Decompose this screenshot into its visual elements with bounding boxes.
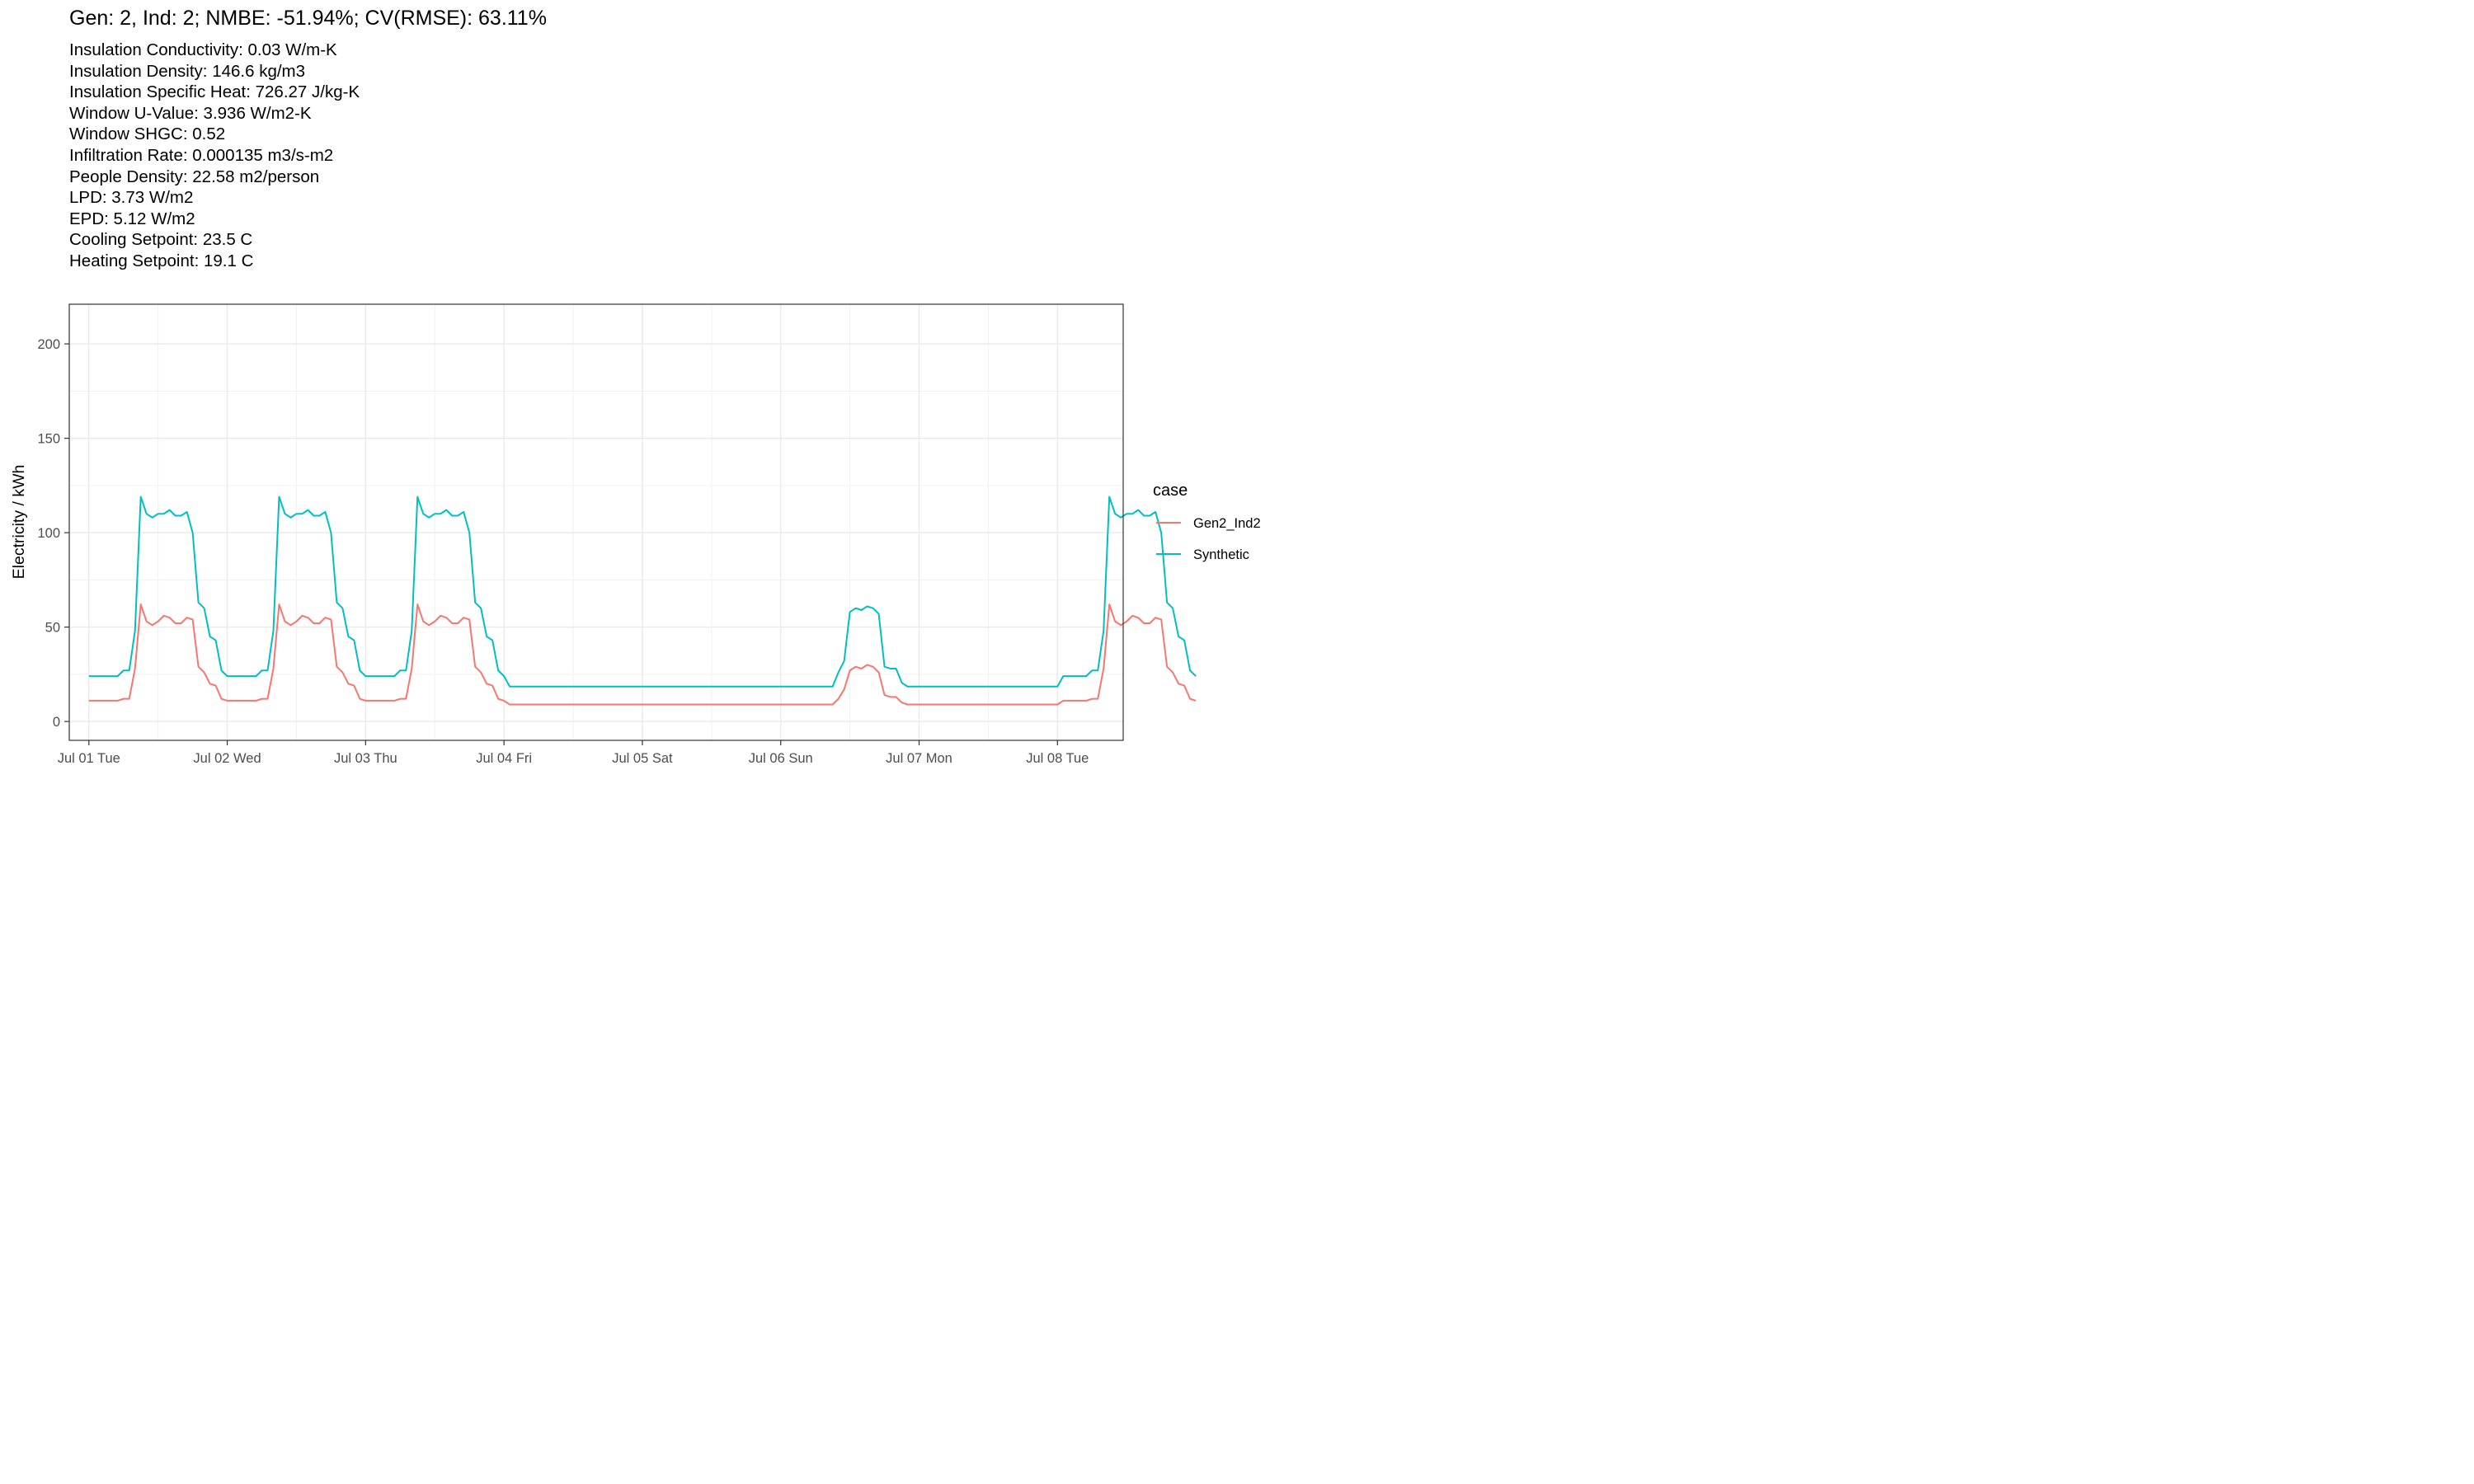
subtitle-line: LPD: 3.73 W/m2 [69,188,194,208]
x-tick-label: Jul 05 Sat [612,751,673,766]
legend-title: case [1153,481,1188,500]
x-tick-label: Jul 08 Tue [1026,751,1089,766]
grid-lines [69,304,1123,740]
chart-title: Gen: 2, Ind: 2; NMBE: -51.94%; CV(RMSE):… [69,7,547,30]
panel-border [68,303,1124,741]
subtitle-line: Window U-Value: 3.936 W/m2-K [69,103,312,123]
series-layer [88,495,1197,706]
subtitle-line: People Density: 22.58 m2/person [69,167,320,186]
chart-subtitle: Insulation Conductivity: 0.03 W/m-K Insul… [69,40,360,272]
axes: 0 50 100 150 200 Jul 01 Tue Jul 02 Wed Jul 03 T… [37,337,1089,766]
y-axis-label: Electricity / kWh [10,465,28,580]
y-tick-label: 100 [37,526,60,541]
x-tick-label: Jul 01 Tue [58,751,120,766]
legend: case Gen2_Ind2 Synthetic [1153,481,1261,562]
subtitle-line: Cooling Setpoint: 23.5 C [69,230,253,250]
subtitle-line: Insulation Specific Heat: 726.27 J/kg-K [69,82,360,102]
x-tick-label: Jul 03 Thu [334,751,397,766]
subtitle-line: EPD: 5.12 W/m2 [69,209,195,228]
legend-label: Synthetic [1193,547,1249,562]
x-tick-label: Jul 06 Sun [749,751,813,766]
subtitle-line: Infiltration Rate: 0.000135 m3/s-m2 [69,145,334,165]
x-tick-label: Jul 04 Fri [476,751,532,766]
x-tick-label: Jul 02 Wed [193,751,261,766]
subtitle-line: Insulation Conductivity: 0.03 W/m-K [69,40,337,59]
series-line-synthetic [88,495,1197,688]
legend-label: Gen2_Ind2 [1193,516,1261,531]
chart: 0 50 100 150 200 Jul 01 Tue Jul 02 Wed Jul 03 T… [10,303,1261,766]
y-tick-label: 200 [37,337,60,352]
y-tick-label: 150 [37,432,60,447]
x-tick-label: Jul 07 Mon [886,751,952,766]
subtitle-line: Window SHGC: 0.52 [69,124,226,144]
subtitle-line: Insulation Density: 146.6 kg/m3 [69,61,306,81]
y-tick-label: 50 [45,621,60,636]
subtitle-line: Heating Setpoint: 19.1 C [69,251,254,270]
y-tick-label: 0 [53,715,60,730]
series-line-gen2-ind2 [88,603,1197,706]
